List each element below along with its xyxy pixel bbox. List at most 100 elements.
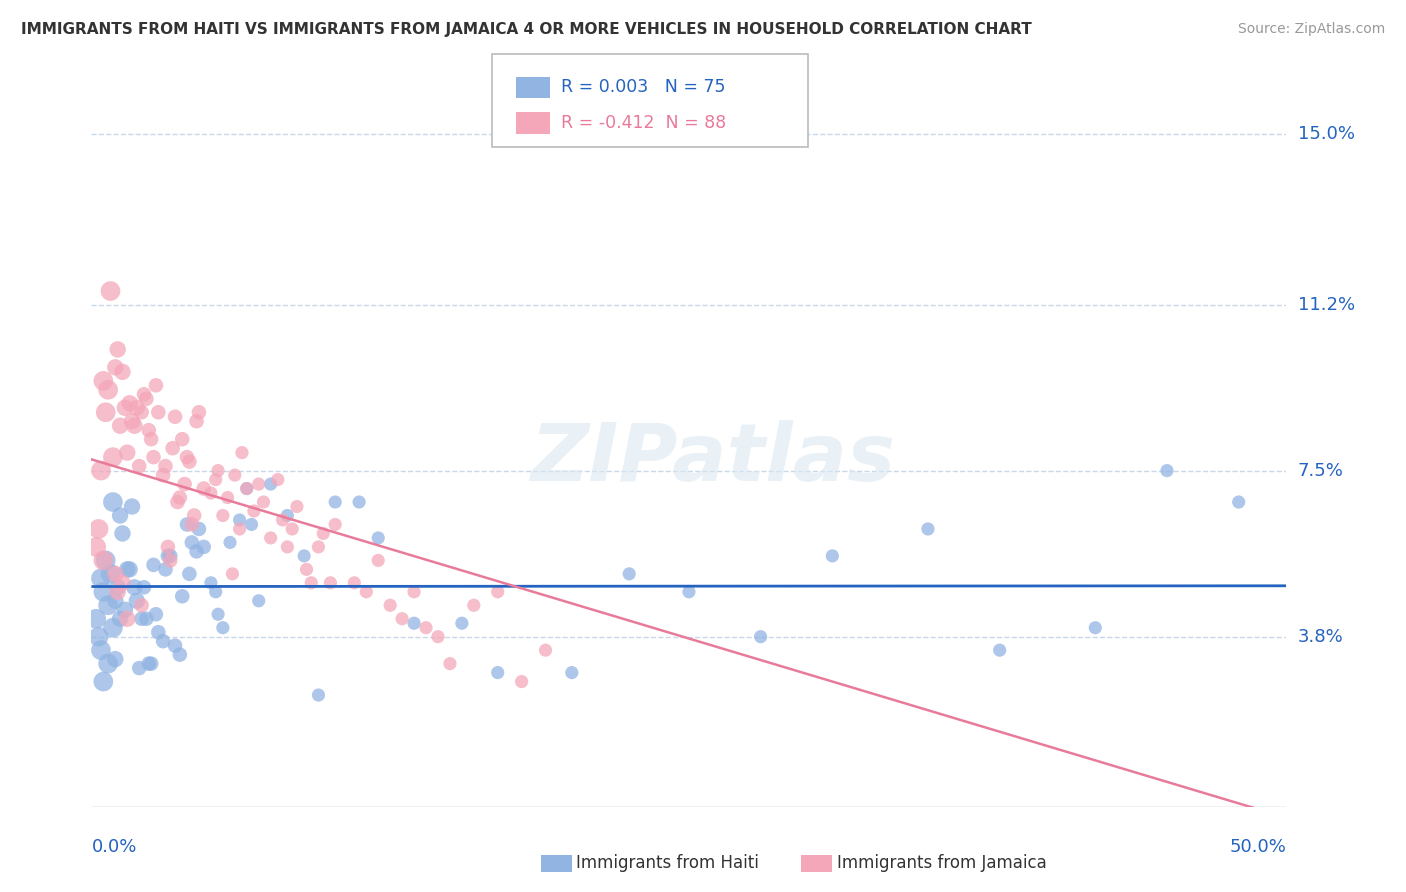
Point <box>101 495 124 509</box>
Text: 50.0%: 50.0% <box>1230 838 1286 855</box>
Point <box>84 612 107 626</box>
Point <box>97 599 120 613</box>
Point <box>247 594 270 608</box>
Point <box>450 616 472 631</box>
Point <box>1156 464 1178 478</box>
Point <box>131 612 153 626</box>
Point <box>231 445 253 459</box>
Point <box>121 414 143 428</box>
Point <box>128 661 150 675</box>
Point <box>155 562 177 576</box>
Point <box>187 522 211 536</box>
Point <box>94 405 117 419</box>
Point <box>107 580 129 594</box>
Point <box>180 535 202 549</box>
Text: Immigrants from Haiti: Immigrants from Haiti <box>576 855 759 872</box>
Point <box>87 630 110 644</box>
Point <box>97 383 120 397</box>
Point <box>111 526 134 541</box>
Point <box>193 540 215 554</box>
Point <box>84 540 107 554</box>
Point <box>200 575 222 590</box>
Point <box>107 584 129 599</box>
Point <box>193 482 215 496</box>
Point <box>141 432 162 446</box>
Point <box>988 643 1011 657</box>
Text: 11.2%: 11.2% <box>1298 295 1355 313</box>
Point <box>179 566 201 581</box>
Point <box>243 504 266 518</box>
Point <box>247 477 270 491</box>
Point <box>93 374 114 388</box>
Point <box>510 674 533 689</box>
Point <box>87 522 110 536</box>
Point <box>235 482 259 496</box>
Point <box>124 580 146 594</box>
Point <box>90 571 112 585</box>
Text: 15.0%: 15.0% <box>1298 125 1354 143</box>
Point <box>207 464 229 478</box>
Point <box>180 517 202 532</box>
Point <box>367 553 389 567</box>
Point <box>415 621 437 635</box>
Point <box>252 495 274 509</box>
Point <box>159 553 181 567</box>
Point <box>204 473 226 487</box>
Point <box>108 612 131 626</box>
Point <box>163 639 186 653</box>
Point <box>118 562 141 576</box>
Point <box>131 405 153 419</box>
Point <box>323 517 346 532</box>
Point <box>111 575 134 590</box>
Point <box>619 566 641 581</box>
Point <box>162 441 184 455</box>
Point <box>138 657 160 671</box>
Point <box>132 580 155 594</box>
Point <box>135 612 157 626</box>
Point <box>104 360 127 375</box>
Point <box>93 584 114 599</box>
Point <box>917 522 939 536</box>
Point <box>259 531 281 545</box>
Point <box>152 634 174 648</box>
Point <box>221 566 243 581</box>
Text: IMMIGRANTS FROM HAITI VS IMMIGRANTS FROM JAMAICA 4 OR MORE VEHICLES IN HOUSEHOLD: IMMIGRANTS FROM HAITI VS IMMIGRANTS FROM… <box>21 22 1032 37</box>
Point <box>312 526 335 541</box>
Point <box>118 396 141 410</box>
Point <box>142 450 165 464</box>
Point <box>200 486 222 500</box>
Point <box>295 562 318 576</box>
Point <box>138 423 160 437</box>
Point <box>367 531 389 545</box>
Point <box>276 540 298 554</box>
Point <box>486 584 509 599</box>
Point <box>107 343 129 357</box>
Point <box>90 464 112 478</box>
Point <box>169 491 191 505</box>
Point <box>211 621 233 635</box>
Text: Source: ZipAtlas.com: Source: ZipAtlas.com <box>1237 22 1385 37</box>
Point <box>426 630 449 644</box>
Text: ZIPatlas: ZIPatlas <box>530 420 896 499</box>
Point <box>219 535 242 549</box>
Point <box>463 599 485 613</box>
Point <box>121 500 143 514</box>
Text: 7.5%: 7.5% <box>1298 461 1344 480</box>
Point <box>155 459 177 474</box>
Point <box>173 477 195 491</box>
Point <box>271 513 294 527</box>
Point <box>240 517 263 532</box>
Point <box>114 401 136 415</box>
Point <box>104 594 127 608</box>
Point <box>323 495 346 509</box>
Point <box>125 401 148 415</box>
Point <box>534 643 557 657</box>
Text: 0.0%: 0.0% <box>91 838 136 855</box>
Point <box>159 549 181 563</box>
Point <box>93 674 114 689</box>
Point <box>276 508 298 523</box>
Point <box>115 612 138 626</box>
Point <box>145 378 167 392</box>
Point <box>90 643 112 657</box>
Point <box>148 405 170 419</box>
